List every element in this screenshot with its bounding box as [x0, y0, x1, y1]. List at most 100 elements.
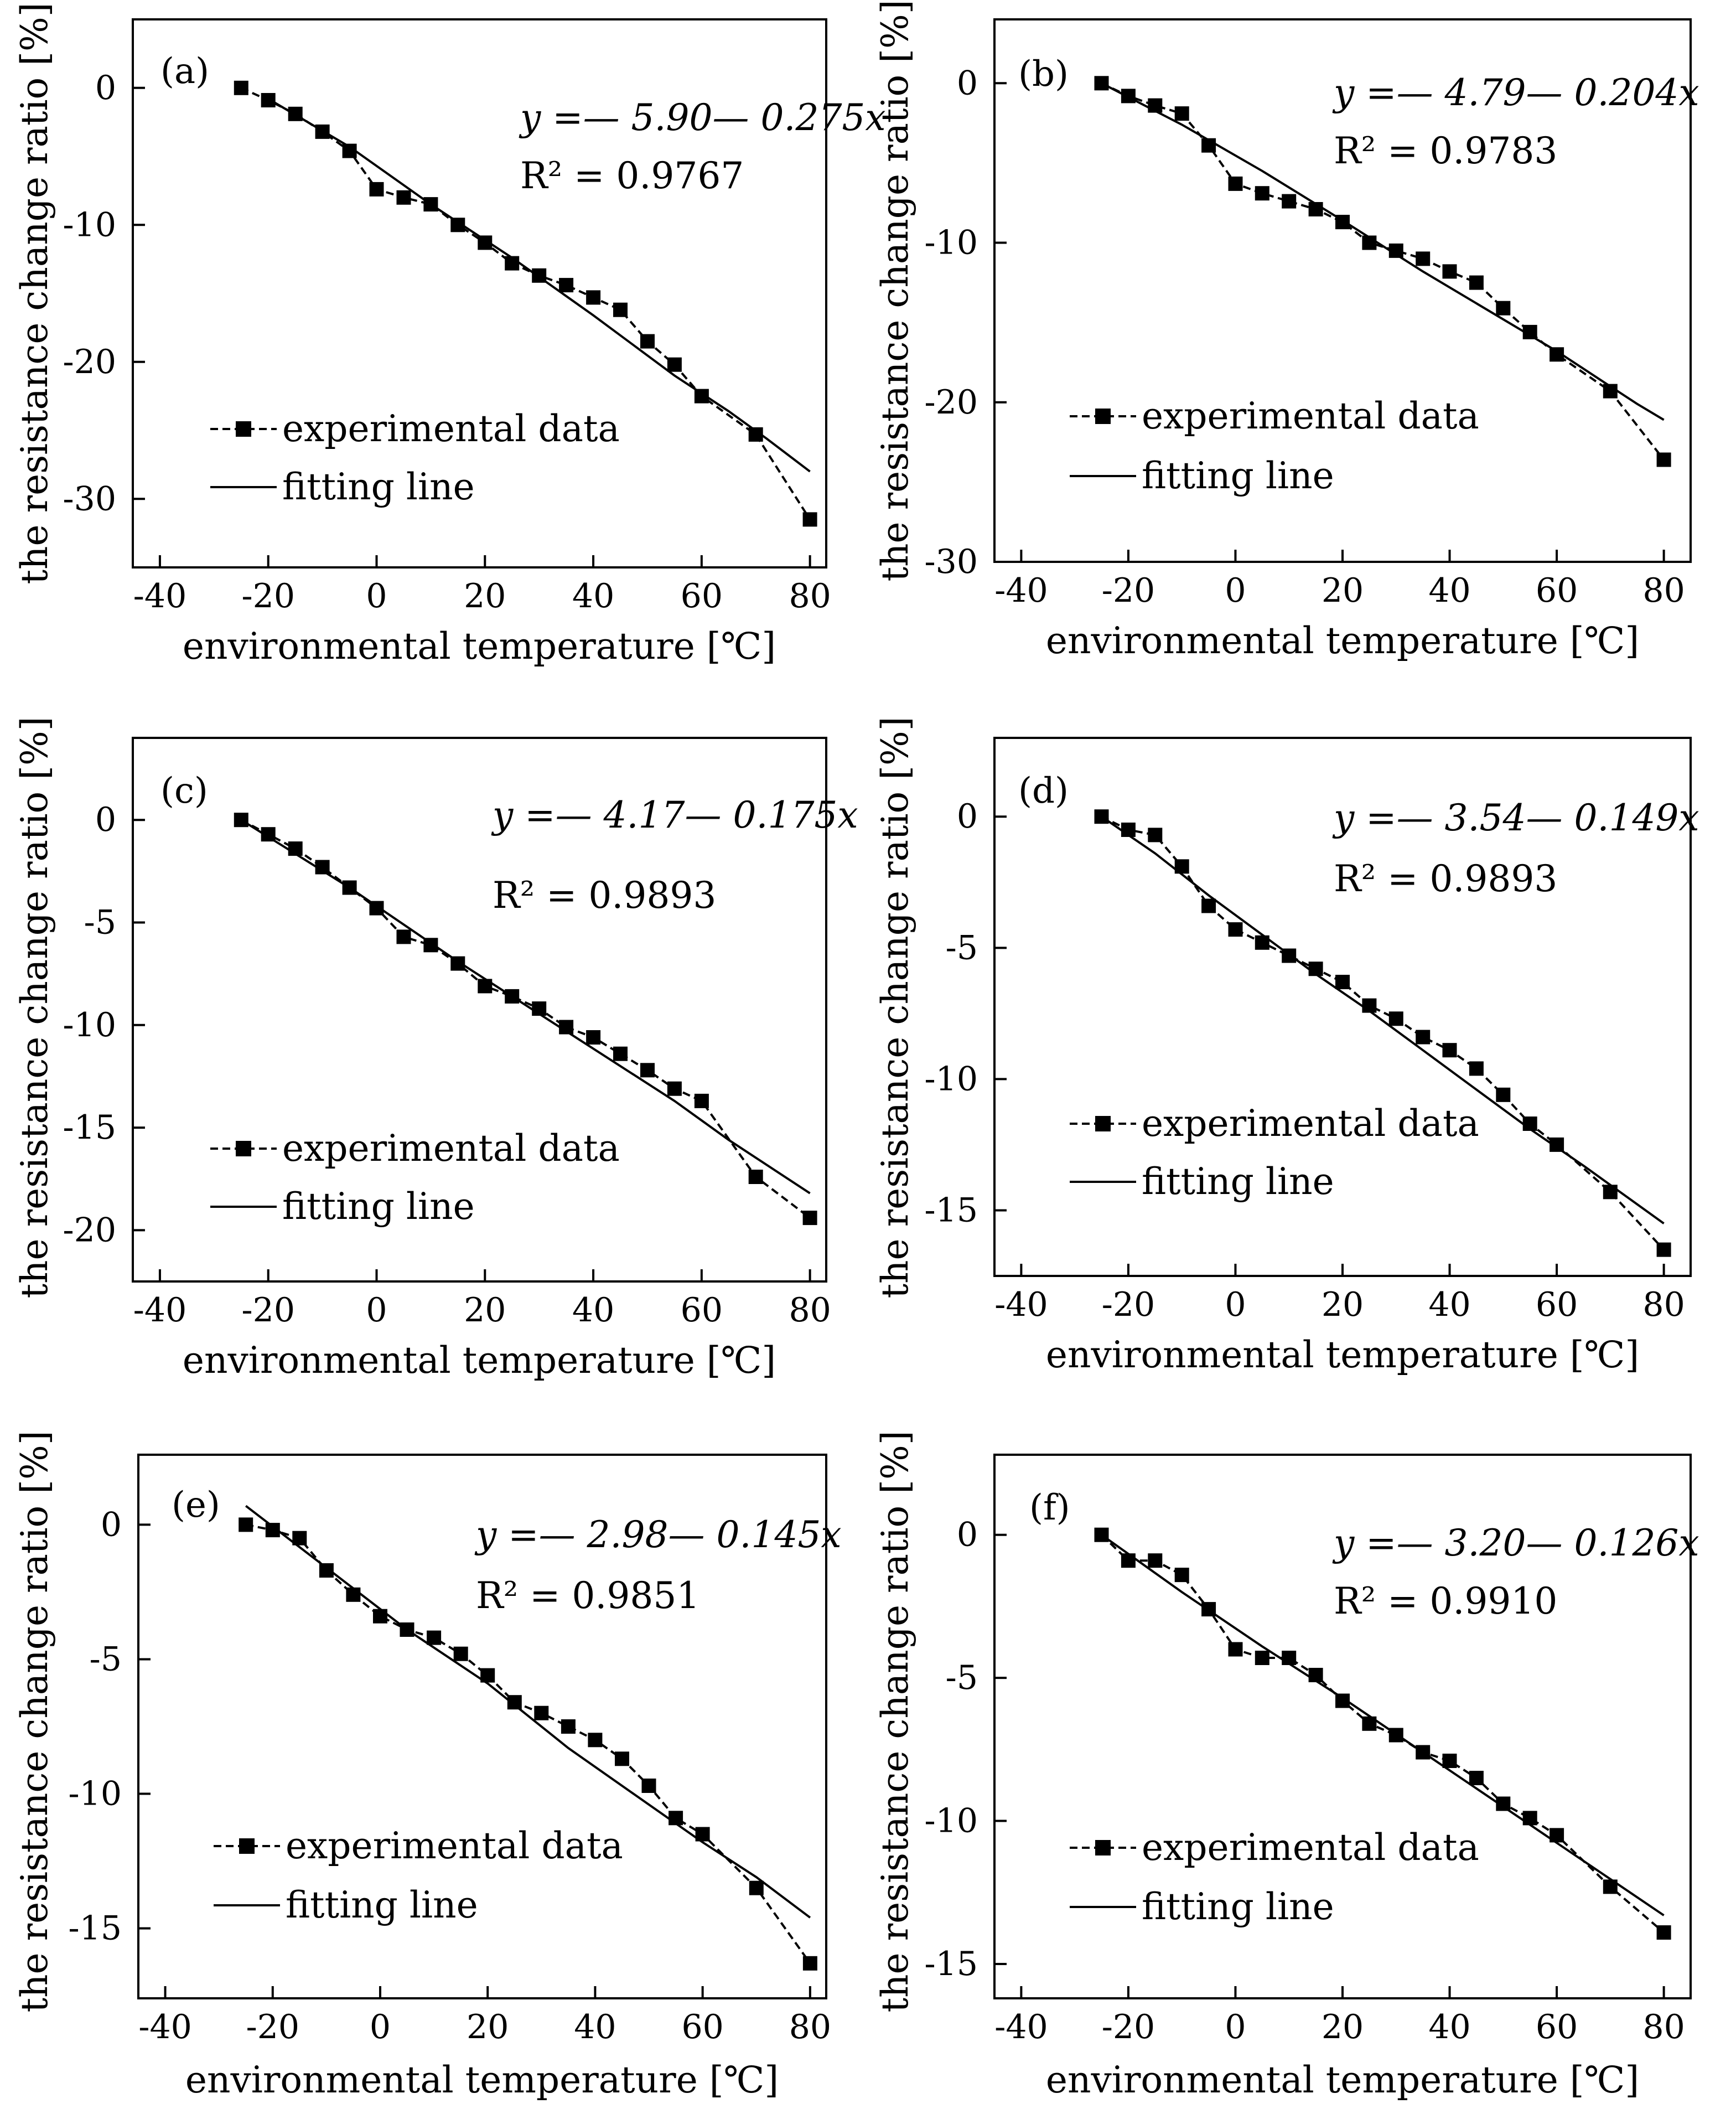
data-point-marker — [1550, 347, 1564, 362]
data-point-marker — [1201, 138, 1216, 153]
data-point-marker — [450, 956, 465, 971]
data-point-marker — [613, 302, 628, 317]
data-point-marker — [748, 1170, 763, 1184]
data-point-marker — [1656, 452, 1671, 467]
data-point-marker — [234, 80, 248, 95]
fit-equation: y =— 4.79— 0.204x — [1332, 71, 1699, 114]
panel-f: 0 -5 -10 -15 -40 -20 0 20 40 60 80 (f) y =— 3.20—… — [874, 1431, 1699, 2101]
x-axis-title: environmental temperature [℃] — [1046, 1333, 1639, 1376]
data-point-marker — [450, 218, 465, 232]
x-tick-label: 0 — [1225, 1285, 1246, 1324]
data-point-marker — [265, 1523, 280, 1538]
data-point-marker — [1469, 1771, 1484, 1785]
legend-fitting-label: fitting line — [286, 1884, 478, 1926]
data-point-marker — [561, 1719, 576, 1734]
legend-experimental-label: experimental data — [282, 407, 620, 450]
data-point-marker — [532, 1001, 547, 1016]
y-tick-label: -5 — [84, 903, 116, 942]
data-point-marker — [802, 1211, 817, 1226]
data-point-marker — [1148, 98, 1163, 113]
x-ticks: -40 -20 0 20 40 60 80 — [138, 1986, 831, 2046]
data-point-marker — [1496, 301, 1511, 316]
data-point-marker — [1656, 1925, 1671, 1940]
legend-fitting-label: fitting line — [1142, 1885, 1334, 1928]
data-point-marker — [292, 1531, 307, 1546]
x-tick-label: 0 — [1225, 571, 1246, 610]
data-point-marker — [1522, 324, 1537, 339]
x-tick-label: 80 — [789, 2008, 831, 2046]
data-point-marker — [1362, 998, 1377, 1013]
x-tick-label: -20 — [241, 1291, 295, 1330]
x-tick-label: 40 — [1428, 2008, 1470, 2046]
x-tick-label: 60 — [1536, 2008, 1578, 2046]
x-tick-label: 20 — [467, 2008, 509, 2046]
legend-fitting-label: fitting line — [282, 466, 475, 508]
x-tick-label: 0 — [366, 577, 387, 616]
y-tick-label: -30 — [63, 479, 116, 518]
panel-a: 0 -10 -20 -30 -40 -20 0 20 40 60 80 (a) y =— 5.90… — [13, 3, 886, 668]
r-squared: R² = 0.9851 — [476, 1574, 699, 1617]
data-point-marker — [1335, 975, 1350, 989]
data-point-marker — [586, 290, 601, 305]
data-point-marker — [288, 841, 303, 856]
data-point-marker — [369, 901, 384, 916]
x-tick-label: 60 — [1536, 571, 1578, 610]
data-point-marker — [615, 1751, 629, 1766]
legend-square-marker — [236, 421, 251, 437]
data-point-marker — [1496, 1796, 1511, 1811]
data-point-marker — [1416, 1030, 1431, 1045]
data-point-marker — [640, 1063, 655, 1078]
panel-label: (b) — [1018, 54, 1069, 95]
data-point-marker — [315, 860, 330, 875]
y-tick-label: -15 — [63, 1108, 116, 1147]
x-tick-label: 0 — [366, 1291, 387, 1330]
legend-experimental-label: experimental data — [282, 1127, 620, 1170]
x-tick-label: 80 — [1642, 2008, 1685, 2046]
data-point-marker — [1255, 935, 1269, 950]
y-tick-label: -10 — [63, 1006, 116, 1045]
y-tick-label: -5 — [946, 928, 978, 967]
data-layer — [239, 1505, 817, 1971]
data-point-marker — [1362, 235, 1377, 250]
y-tick-label: -5 — [90, 1640, 122, 1678]
data-layer — [1094, 76, 1671, 467]
data-point-marker — [559, 278, 574, 293]
data-point-marker — [239, 1517, 253, 1532]
y-ticks: 0 -5 -10 -15 — [68, 1505, 151, 1948]
x-tick-label: 80 — [789, 577, 831, 616]
fitting-line — [1101, 1534, 1665, 1916]
data-point-marker — [234, 813, 248, 828]
data-point-marker — [1094, 1527, 1109, 1542]
y-tick-label: -15 — [924, 1191, 978, 1229]
data-point-marker — [1469, 1061, 1484, 1076]
y-tick-label: -20 — [924, 383, 978, 422]
data-point-marker — [640, 334, 655, 349]
data-point-marker — [1550, 1828, 1564, 1843]
data-point-marker — [1308, 202, 1323, 216]
legend-experimental-label: experimental data — [1142, 395, 1479, 437]
data-point-marker — [748, 427, 763, 442]
plot-frame — [132, 18, 827, 568]
data-point-marker — [1148, 1553, 1163, 1568]
data-point-marker — [613, 1046, 628, 1061]
plot-frame — [132, 737, 827, 1283]
y-ticks: 0 -5 -10 -15 — [924, 797, 1007, 1229]
y-tick-label: 0 — [101, 1505, 122, 1544]
x-tick-label: -40 — [133, 577, 187, 616]
data-point-marker — [1255, 186, 1269, 201]
data-point-marker — [802, 1956, 817, 1971]
data-point-marker — [373, 1609, 387, 1624]
x-tick-label: 40 — [574, 2008, 616, 2046]
data-point-marker — [1228, 176, 1243, 191]
data-point-marker — [667, 357, 682, 372]
data-point-marker — [319, 1563, 334, 1578]
y-axis-title: the resistance change ratio [%] — [874, 1431, 916, 2013]
data-point-marker — [694, 389, 709, 404]
y-ticks: 0 -10 -20 -30 — [63, 69, 145, 518]
data-point-marker — [1603, 384, 1618, 399]
data-point-marker — [588, 1733, 603, 1748]
data-point-marker — [505, 989, 520, 1004]
y-tick-label: 0 — [95, 800, 116, 839]
data-point-marker — [669, 1811, 683, 1826]
y-ticks: 0 -5 -10 -15 -20 — [63, 800, 145, 1249]
